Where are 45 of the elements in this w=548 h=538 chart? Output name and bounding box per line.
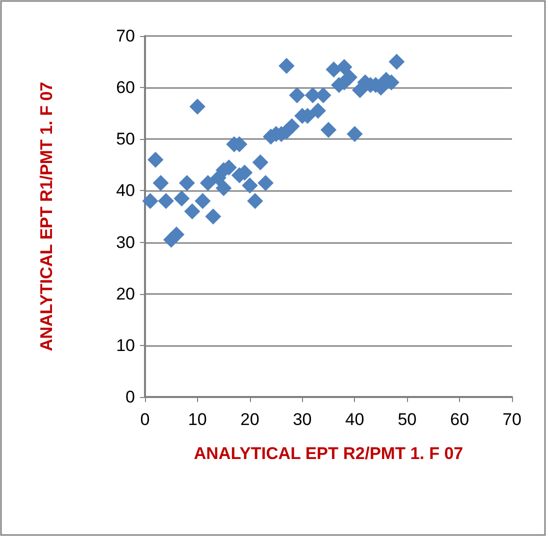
point xyxy=(168,226,184,243)
y-tick-label: 20 xyxy=(116,284,135,304)
point xyxy=(152,174,169,191)
point xyxy=(346,126,363,142)
x-tick-label: 40 xyxy=(345,410,364,429)
point xyxy=(278,58,295,74)
x-tick-label: 10 xyxy=(188,410,207,429)
x-tick-label: 0 xyxy=(140,410,150,429)
y-tick-label: 30 xyxy=(116,232,135,252)
x-axis-title: ANALYTICAL EPT R2/PMT 1. F 07 xyxy=(194,444,464,463)
point xyxy=(200,174,216,191)
x-tick-label: 20 xyxy=(240,410,260,429)
point xyxy=(388,54,405,70)
x-tick-label: 70 xyxy=(502,410,522,429)
x-tick-label: 30 xyxy=(292,410,312,429)
point xyxy=(320,122,336,138)
y-tick-label: 50 xyxy=(116,130,135,149)
point xyxy=(252,154,268,170)
y-tick-label: 10 xyxy=(116,336,135,355)
y-tick-label: 60 xyxy=(116,78,135,98)
point xyxy=(184,203,200,220)
y-axis-title: ANALYTICAL EPT R1/PMT 1. F 07 xyxy=(37,82,56,352)
point xyxy=(205,208,222,224)
point xyxy=(326,62,342,78)
point xyxy=(178,174,195,191)
point xyxy=(147,152,164,168)
point xyxy=(158,193,174,210)
point xyxy=(194,193,211,210)
point xyxy=(284,118,300,134)
point xyxy=(216,180,232,196)
point xyxy=(247,193,264,210)
point xyxy=(341,69,358,86)
point xyxy=(189,98,206,115)
point xyxy=(258,174,274,191)
point xyxy=(289,87,306,104)
point xyxy=(174,190,190,206)
y-tick-label: 70 xyxy=(116,26,135,46)
point xyxy=(336,58,352,75)
y-tick-label: 40 xyxy=(116,181,135,200)
point xyxy=(310,102,326,119)
x-tick-label: 60 xyxy=(450,410,470,429)
point xyxy=(142,193,158,210)
x-tick-label: 50 xyxy=(398,410,417,429)
point xyxy=(242,178,258,194)
y-tick-label: 0 xyxy=(126,388,135,406)
